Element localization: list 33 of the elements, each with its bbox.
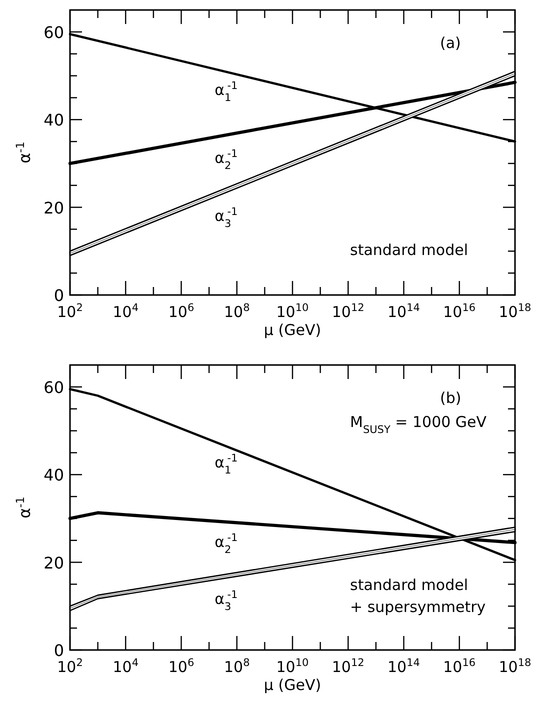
annotation: (b) bbox=[440, 389, 462, 407]
x-axis-title: μ (GeV) bbox=[264, 321, 322, 339]
x-axis-title: μ (GeV) bbox=[264, 676, 322, 694]
y-tick-label: 60 bbox=[44, 378, 64, 397]
x-tick-label: 10$^{16}$ bbox=[443, 657, 476, 676]
y-tick-label: 40 bbox=[44, 110, 64, 130]
x-tick-label: 10$^{8}$ bbox=[224, 302, 250, 321]
x-tick-label: 10$^{16}$ bbox=[443, 302, 476, 321]
x-tick-label: 10$^{12}$ bbox=[332, 302, 364, 321]
annotation: M$_{SUSY}$ = 1000 GeV bbox=[350, 413, 488, 436]
x-tick-label: 10$^{4}$ bbox=[112, 302, 139, 321]
x-tick-label: 10$^{18}$ bbox=[498, 657, 532, 676]
x-tick-label: 10$^{12}$ bbox=[332, 657, 364, 676]
annotation: standard model + supersymmetry bbox=[350, 576, 486, 616]
x-tick-label: 10$^{2}$ bbox=[57, 657, 83, 676]
annotation: (a) bbox=[440, 34, 461, 52]
x-tick-label: 10$^{6}$ bbox=[168, 657, 194, 676]
annotation: standard model bbox=[350, 241, 468, 259]
x-tick-label: 10$^{4}$ bbox=[112, 657, 139, 676]
y-tick-label: 0 bbox=[54, 286, 64, 305]
x-tick-label: 10$^{18}$ bbox=[498, 302, 532, 321]
x-tick-label: 10$^{14}$ bbox=[388, 657, 420, 676]
y-tick-label: 0 bbox=[54, 641, 64, 660]
x-tick-label: 10$^{8}$ bbox=[224, 657, 250, 676]
x-tick-label: 10$^{14}$ bbox=[388, 302, 420, 321]
y-tick-label: 40 bbox=[44, 466, 64, 485]
y-tick-label: 60 bbox=[44, 22, 64, 42]
x-tick-label: 10$^{6}$ bbox=[168, 302, 194, 321]
y-tick-label: 20 bbox=[44, 198, 64, 218]
x-tick-label: 10$^{2}$ bbox=[57, 302, 83, 321]
x-tick-label: 10$^{10}$ bbox=[276, 657, 309, 676]
y-tick-label: 20 bbox=[44, 553, 64, 572]
x-tick-label: 10$^{10}$ bbox=[276, 302, 309, 321]
